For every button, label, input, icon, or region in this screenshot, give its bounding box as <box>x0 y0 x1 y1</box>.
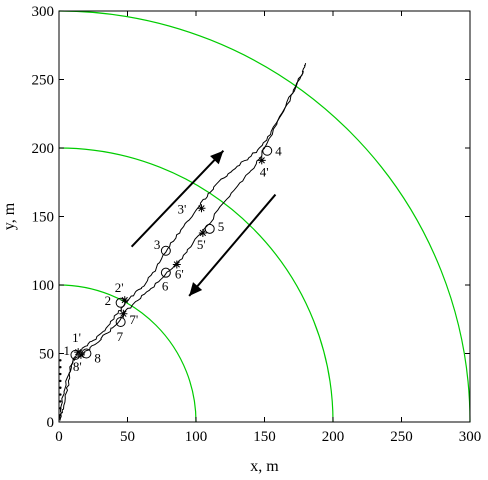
range-arcs <box>58 10 471 423</box>
y-tick-label: 250 <box>32 73 55 89</box>
star-label-6': 6' <box>175 266 184 281</box>
x-tick-label: 0 <box>55 429 63 445</box>
circle-label-1: 1 <box>63 343 70 358</box>
track-outbound <box>59 62 307 421</box>
y-tick-label: 50 <box>39 347 54 363</box>
circle-marker-5 <box>204 223 215 234</box>
star-marker-7' <box>119 309 128 318</box>
tracks <box>59 62 307 421</box>
y-tick-label: 200 <box>32 141 55 157</box>
star-label-1': 1' <box>72 330 81 345</box>
y-tick-label: 300 <box>32 4 55 20</box>
star-marker-2' <box>120 296 129 305</box>
circle-label-7: 7 <box>117 329 124 344</box>
start-dot <box>59 359 62 362</box>
circle-label-5: 5 <box>218 219 225 234</box>
x-tick-label: 250 <box>390 429 413 445</box>
star-marker-4' <box>257 156 266 165</box>
plot-frame <box>58 10 471 423</box>
circle-marker-4 <box>262 145 273 156</box>
x-tick-label: 200 <box>322 429 345 445</box>
star-label-2': 2' <box>115 280 124 295</box>
x-tick-label: 300 <box>459 429 482 445</box>
start-dot <box>59 379 62 383</box>
arrow-shaft-1 <box>130 150 225 248</box>
circle-marker-6 <box>160 267 171 278</box>
start-dot <box>59 413 62 417</box>
range-arc-100 <box>58 284 197 423</box>
x-tick-label: 100 <box>185 429 208 445</box>
start-dot <box>59 366 62 369</box>
range-arc-300 <box>58 10 471 423</box>
star-label-5': 5' <box>197 237 206 252</box>
star-label-4': 4' <box>260 164 269 179</box>
star-label-8': 8' <box>73 359 82 374</box>
start-dot <box>59 400 62 403</box>
track-return <box>59 70 304 420</box>
x-tick-label: 50 <box>120 429 135 445</box>
y-tick-label: 100 <box>32 278 55 294</box>
star-marker-5' <box>198 228 207 237</box>
x-tick-label: 150 <box>253 429 276 445</box>
start-dot <box>59 393 62 396</box>
markers: 1 2 3 4 5 6 7 8 1' 2' 3' 4' 5' 6' 7' 8' <box>59 144 282 417</box>
circle-label-3: 3 <box>154 237 161 252</box>
circle-label-4: 4 <box>275 144 282 159</box>
y-tick-label: 0 <box>47 415 55 431</box>
start-dot <box>59 386 62 389</box>
star-marker-6' <box>172 260 181 269</box>
star-marker-3' <box>197 204 206 213</box>
arrow-head-2 <box>189 282 203 296</box>
arrow-shaft-2 <box>188 193 277 297</box>
arrow-head-1 <box>210 150 224 165</box>
direction-arrows <box>130 150 277 297</box>
range-arc-200 <box>58 147 334 423</box>
star-label-7': 7' <box>129 312 138 327</box>
x-axis-label: x, m <box>250 458 279 475</box>
start-dot <box>59 372 62 376</box>
circle-label-2: 2 <box>105 293 112 308</box>
circle-marker-3 <box>160 245 171 256</box>
axis-ticks: 0 50 100 150 200 250 300 0 50 100 150 200 250 300 <box>32 4 482 445</box>
circle-marker-7 <box>115 316 126 327</box>
circle-label-8: 8 <box>94 351 101 366</box>
start-dot <box>59 407 62 410</box>
star-marker-8' <box>76 350 85 359</box>
circle-label-6: 6 <box>162 279 169 294</box>
y-tick-label: 150 <box>32 210 55 226</box>
star-label-3': 3' <box>177 201 186 216</box>
y-axis-label: y, m <box>1 202 18 230</box>
